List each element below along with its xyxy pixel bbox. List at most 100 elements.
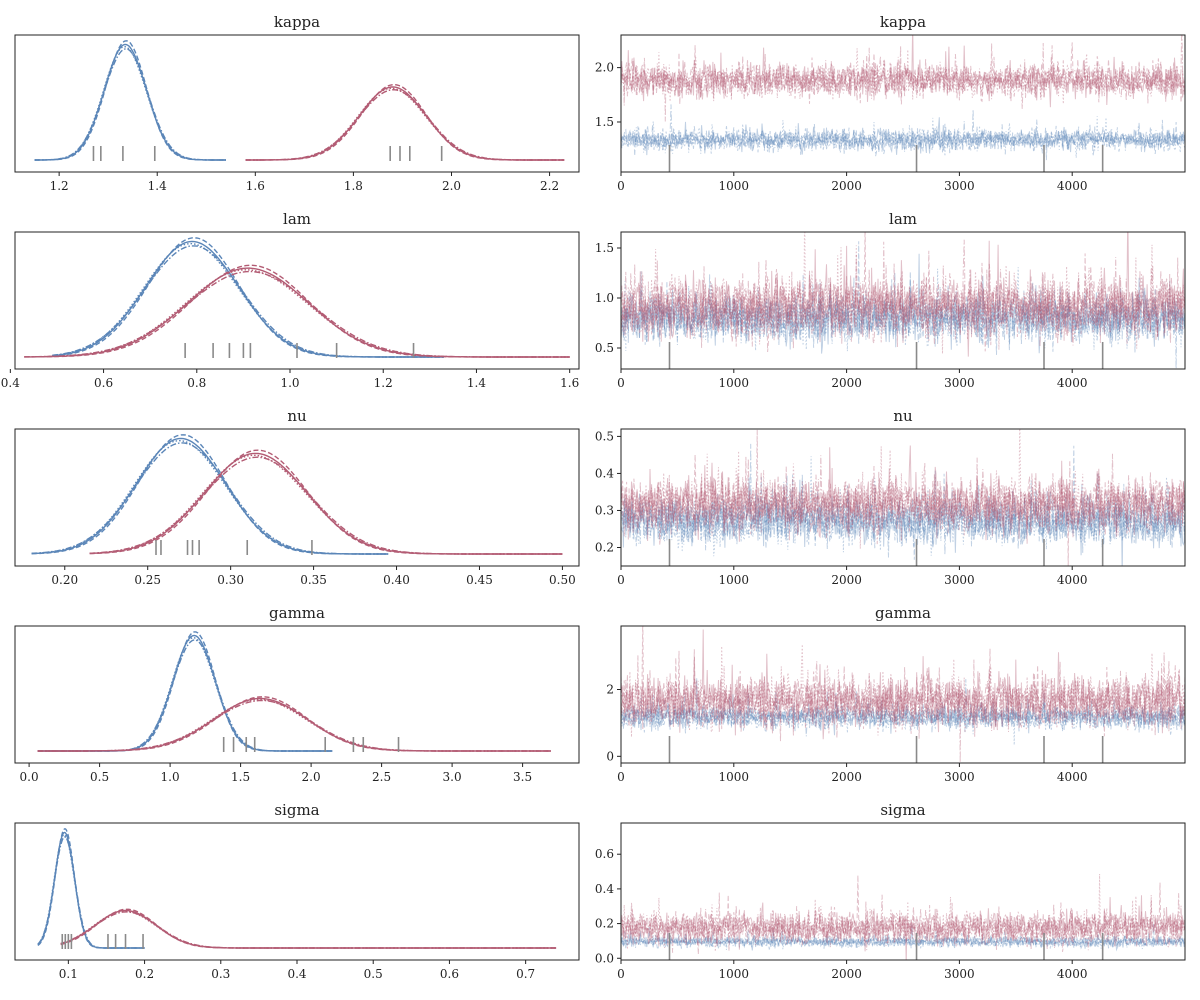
kde-curve-red-chain-1: [60, 909, 557, 949]
trace-line-red-chain-3: [621, 429, 1185, 549]
kde-curve-blue-chain-4: [34, 48, 226, 161]
kde-curve-red-chain-3: [37, 698, 551, 752]
trace-line-blue-chain-4: [621, 443, 1185, 558]
kde-curve-red-chain-2: [37, 696, 551, 752]
panel-title: nu: [287, 407, 307, 425]
trace-line-red-chain-2: [621, 626, 1185, 742]
trace-line-blue-chain-2: [621, 691, 1185, 734]
trace-line-blue-chain-1: [621, 253, 1185, 354]
trace-line-blue-chain-2: [621, 924, 1185, 950]
trace-line-red-chain-2: [621, 875, 1185, 955]
kde-curve-blue-chain-3: [52, 243, 444, 358]
x-tick-label: 4000: [1057, 770, 1088, 784]
kde-curve-blue-chain-1: [34, 43, 226, 161]
trace-line-red-chain-1: [621, 35, 1185, 108]
panel-title: lam: [889, 210, 917, 228]
axes-frame: [14, 231, 580, 370]
trace-line-blue-chain-2: [621, 445, 1185, 560]
x-tick-label: 3000: [944, 573, 975, 587]
x-tick-label: 4000: [1057, 179, 1088, 193]
kde-curve-red-chain-3: [24, 269, 570, 358]
trace-line-red-chain-4: [621, 239, 1185, 349]
trace-line-blue-chain-1: [621, 924, 1185, 952]
panel-title: nu: [893, 407, 913, 425]
x-tick-label: 0.5: [364, 967, 383, 981]
trace-line-red-chain-1: [621, 895, 1185, 960]
panel-title: sigma: [274, 801, 319, 819]
x-tick-label: 0: [617, 376, 625, 390]
x-tick-label: 0.7: [516, 967, 535, 981]
kde-panel-lam: lam 0.4 0.6 0.8 1.0 1.2 1.4 1.6: [1, 210, 580, 390]
kde-curve-red-chain-1: [89, 452, 563, 555]
panel-title: kappa: [274, 13, 320, 31]
trace-line-red-chain-1: [621, 445, 1185, 542]
trace-line-red-chain-3: [621, 48, 1185, 104]
kde-curve-blue-chain-3: [31, 440, 389, 555]
kde-curve-red-chain-2: [24, 264, 570, 358]
plot-area: [621, 35, 1185, 172]
x-tick-label: 0.4: [287, 967, 306, 981]
kde-curve-red-chain-2: [89, 449, 563, 555]
kde-curve-red-chain-4: [89, 456, 563, 555]
trace-line-blue-chain-2: [621, 119, 1185, 161]
y-tick-label: 0.4: [595, 466, 614, 480]
x-tick-label: 1.0: [161, 770, 180, 784]
y-tick-label: 0.5: [595, 341, 614, 355]
x-tick-label: 0.3: [211, 967, 230, 981]
x-tick-label: 1.6: [246, 179, 265, 193]
kde-curve-red-chain-3: [60, 910, 557, 949]
trace-line-blue-chain-4: [621, 930, 1185, 949]
trace-panel-gamma: gamma 0 2 0 1000 2000 3000 4000: [606, 604, 1186, 784]
trace-line-red-chain-1: [621, 232, 1185, 357]
trace-line-red-chain-4: [621, 893, 1185, 953]
y-tick-label: 0: [606, 749, 614, 763]
y-tick-label: 0.3: [595, 503, 614, 517]
x-tick-label: 2000: [831, 573, 862, 587]
trace-line-red-chain-4: [621, 652, 1185, 763]
x-tick-label: 0.40: [383, 573, 410, 587]
panel-title: gamma: [269, 604, 325, 622]
axes-frame: [620, 822, 1186, 961]
x-tick-label: 1000: [719, 770, 750, 784]
trace-panel-lam: lam 0.5 1.0 1.5 0 1000 2000 3000 4000: [595, 210, 1186, 390]
kde-curve-red-chain-4: [60, 911, 557, 949]
axes-frame: [620, 625, 1186, 764]
trace-panel-sigma: sigma 0.0 0.2 0.4 0.6 0 1000 2000 3000 4000: [595, 801, 1186, 981]
kde-curve-blue-chain-1: [37, 831, 145, 949]
x-tick-label: 0.0: [20, 770, 39, 784]
y-tick-label: 0.6: [595, 847, 614, 861]
x-tick-label: 1.8: [344, 179, 363, 193]
x-tick-label: 2000: [831, 376, 862, 390]
kde-curve-red-chain-1: [37, 697, 551, 752]
trace-line-blue-chain-1: [621, 117, 1185, 156]
x-tick-label: 4000: [1057, 967, 1088, 981]
x-tick-label: 1.2: [374, 376, 393, 390]
x-tick-label: 3000: [944, 376, 975, 390]
trace-line-red-chain-3: [621, 232, 1185, 354]
x-tick-label: 1.5: [231, 770, 250, 784]
x-tick-label: 1.6: [560, 376, 579, 390]
trace-line-red-chain-3: [621, 873, 1185, 952]
kde-panel-kappa: kappa 1.2 1.4 1.6 1.8 2.0 2.2: [14, 13, 580, 193]
x-tick-label: 0.25: [134, 573, 161, 587]
kde-curve-red-chain-4: [37, 699, 551, 752]
x-tick-label: 2.2: [540, 179, 559, 193]
plot-area: [621, 429, 1185, 566]
axes-frame: [620, 231, 1186, 370]
kde-curve-blue-chain-2: [34, 40, 226, 161]
y-tick-label: 0.4: [595, 882, 614, 896]
x-tick-label: 0: [617, 967, 625, 981]
trace-line-blue-chain-1: [621, 477, 1185, 566]
x-tick-label: 2.0: [442, 179, 461, 193]
x-tick-label: 0.1: [59, 967, 78, 981]
trace-line-blue-chain-4: [621, 104, 1185, 157]
trace-line-blue-chain-2: [621, 241, 1185, 355]
x-tick-label: 0: [617, 573, 625, 587]
kde-curve-red-chain-3: [245, 87, 565, 161]
kde-curve-red-chain-1: [245, 86, 565, 161]
plot-area: [621, 873, 1185, 960]
kde-panel-sigma: sigma 0.1 0.2 0.3 0.4 0.5 0.6 0.7: [14, 801, 580, 981]
x-tick-label: 3000: [944, 967, 975, 981]
trace-line-red-chain-3: [621, 644, 1185, 738]
